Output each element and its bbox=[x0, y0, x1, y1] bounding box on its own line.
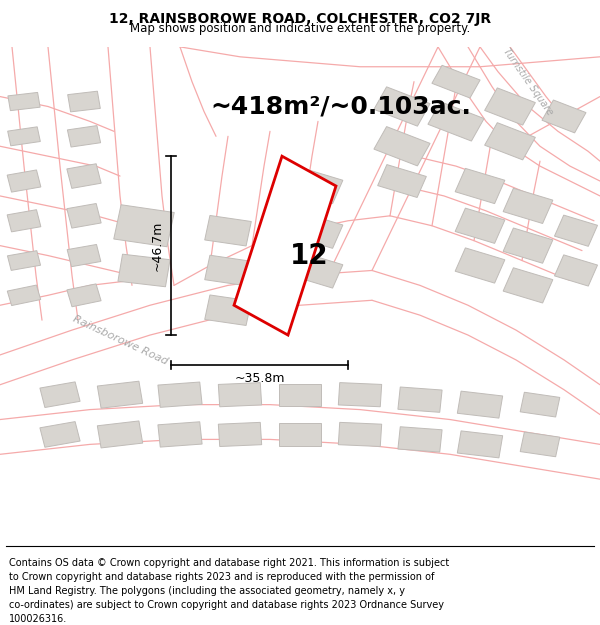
Text: 100026316.: 100026316. bbox=[9, 614, 67, 624]
Polygon shape bbox=[114, 205, 174, 247]
Polygon shape bbox=[279, 423, 321, 446]
Polygon shape bbox=[428, 102, 484, 141]
Polygon shape bbox=[279, 384, 321, 406]
Text: HM Land Registry. The polygons (including the associated geometry, namely x, y: HM Land Registry. The polygons (includin… bbox=[9, 586, 405, 596]
Polygon shape bbox=[205, 255, 251, 286]
Polygon shape bbox=[218, 382, 262, 407]
Polygon shape bbox=[503, 268, 553, 303]
Polygon shape bbox=[398, 387, 442, 412]
Polygon shape bbox=[67, 126, 101, 147]
Polygon shape bbox=[542, 100, 586, 133]
Polygon shape bbox=[374, 87, 430, 126]
Polygon shape bbox=[8, 92, 40, 111]
Polygon shape bbox=[374, 127, 430, 166]
Polygon shape bbox=[338, 422, 382, 446]
Text: Rainsborowe Road: Rainsborowe Road bbox=[71, 314, 169, 366]
Polygon shape bbox=[293, 253, 343, 288]
Polygon shape bbox=[205, 216, 251, 246]
Text: to Crown copyright and database rights 2023 and is reproduced with the permissio: to Crown copyright and database rights 2… bbox=[9, 572, 434, 582]
Polygon shape bbox=[68, 91, 100, 112]
Polygon shape bbox=[520, 432, 560, 457]
Text: ~46.7m: ~46.7m bbox=[151, 221, 164, 271]
Polygon shape bbox=[554, 255, 598, 286]
Polygon shape bbox=[7, 251, 41, 271]
Polygon shape bbox=[485, 88, 535, 125]
Text: ~418m²/~0.103ac.: ~418m²/~0.103ac. bbox=[210, 94, 471, 119]
Polygon shape bbox=[158, 382, 202, 408]
Polygon shape bbox=[118, 254, 170, 287]
Text: 12: 12 bbox=[290, 241, 328, 269]
Polygon shape bbox=[7, 210, 41, 232]
Text: Turnstile Square: Turnstile Square bbox=[501, 46, 555, 117]
Polygon shape bbox=[205, 295, 251, 326]
Polygon shape bbox=[455, 168, 505, 204]
Polygon shape bbox=[7, 285, 41, 306]
Polygon shape bbox=[97, 381, 143, 408]
Polygon shape bbox=[485, 122, 535, 160]
Polygon shape bbox=[218, 422, 262, 446]
Polygon shape bbox=[67, 204, 101, 228]
Polygon shape bbox=[457, 391, 503, 418]
Text: Contains OS data © Crown copyright and database right 2021. This information is : Contains OS data © Crown copyright and d… bbox=[9, 558, 449, 568]
Polygon shape bbox=[40, 422, 80, 447]
Polygon shape bbox=[8, 127, 40, 146]
Polygon shape bbox=[293, 213, 343, 248]
Polygon shape bbox=[432, 65, 480, 98]
Polygon shape bbox=[503, 228, 553, 263]
Polygon shape bbox=[398, 427, 442, 452]
Polygon shape bbox=[97, 421, 143, 448]
Polygon shape bbox=[455, 248, 505, 283]
Polygon shape bbox=[377, 164, 427, 198]
Polygon shape bbox=[234, 156, 336, 335]
Polygon shape bbox=[554, 215, 598, 246]
Polygon shape bbox=[7, 170, 41, 192]
Polygon shape bbox=[67, 284, 101, 307]
Polygon shape bbox=[67, 164, 101, 188]
Polygon shape bbox=[158, 422, 202, 447]
Text: co-ordinates) are subject to Crown copyright and database rights 2023 Ordnance S: co-ordinates) are subject to Crown copyr… bbox=[9, 600, 444, 610]
Text: ~35.8m: ~35.8m bbox=[234, 372, 285, 386]
Text: 12, RAINSBOROWE ROAD, COLCHESTER, CO2 7JR: 12, RAINSBOROWE ROAD, COLCHESTER, CO2 7J… bbox=[109, 12, 491, 26]
Polygon shape bbox=[455, 208, 505, 243]
Polygon shape bbox=[67, 244, 101, 267]
Polygon shape bbox=[457, 431, 503, 458]
Polygon shape bbox=[338, 382, 382, 407]
Polygon shape bbox=[520, 392, 560, 417]
Text: Map shows position and indicative extent of the property.: Map shows position and indicative extent… bbox=[130, 22, 470, 35]
Polygon shape bbox=[293, 168, 343, 204]
Polygon shape bbox=[40, 382, 80, 408]
Polygon shape bbox=[503, 188, 553, 224]
